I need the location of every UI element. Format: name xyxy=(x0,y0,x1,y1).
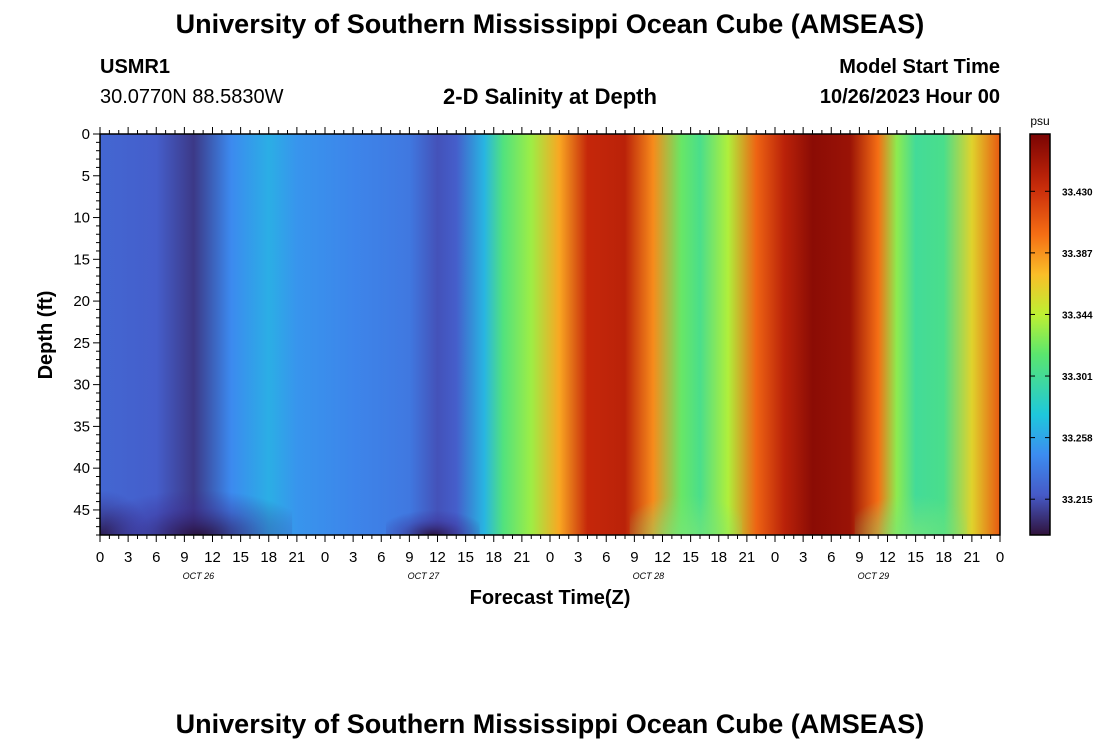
footer-title: University of Southern Mississippi Ocean… xyxy=(175,709,925,739)
plot-title: 2-D Salinity at Depth xyxy=(443,84,657,109)
y-tick-label: 45 xyxy=(73,502,90,519)
bottom-mixed-feature-2 xyxy=(854,468,968,535)
salinity-chart: 0 3 6 9 12 15 18 21 0 3 6 9 12 15 18 21 0 3 6 9 12 15 18 21 0 3 6 9… xyxy=(35,114,1093,609)
x-tick-label: 15 xyxy=(682,549,699,566)
x-tick-label: 21 xyxy=(964,549,981,566)
x-tick-label: 9 xyxy=(855,549,863,566)
colorbar-tick-label: 33.344 xyxy=(1062,310,1093,321)
plot-axes: 0 3 6 9 12 15 18 21 0 3 6 9 12 15 18 21 0 3 6 9 12 15 18 21 0 3 6 9… xyxy=(73,126,1004,581)
x-tick-label: 12 xyxy=(879,549,896,566)
colorbar-tick-label: 33.215 xyxy=(1062,495,1093,506)
x-tick-label: 15 xyxy=(907,549,924,566)
colorbar-tick-label: 33.430 xyxy=(1062,187,1093,198)
x-tick-label: 3 xyxy=(799,549,807,566)
x-tick-label: 9 xyxy=(405,549,413,566)
x-tick-label: 0 xyxy=(321,549,329,566)
x-tick-label: 18 xyxy=(935,549,952,566)
bottom-corner-fresh-feature xyxy=(100,484,157,535)
y-tick-label: 15 xyxy=(73,251,90,268)
page-title: University of Southern Mississippi Ocean… xyxy=(175,9,925,39)
y-tick-label: 10 xyxy=(73,210,90,227)
x-tick-label: 21 xyxy=(739,549,756,566)
day-label: OCT 26 xyxy=(183,571,215,581)
bottom-mixed-feature-1 xyxy=(629,468,743,535)
colorbar-tick-label: 33.387 xyxy=(1062,249,1093,260)
x-tick-label: 12 xyxy=(204,549,221,566)
station-coordinates: 30.0770N 88.5830W xyxy=(100,86,284,108)
colorbar: 33.215 33.258 33.301 33.344 33.387 33.430 xyxy=(1029,133,1093,536)
x-tick-label: 9 xyxy=(630,549,638,566)
station-id: USMR1 xyxy=(100,56,171,78)
colorbar-tick-label: 33.301 xyxy=(1062,372,1093,383)
y-tick-label: 20 xyxy=(73,293,90,310)
day-label: OCT 28 xyxy=(633,571,665,581)
x-tick-label: 3 xyxy=(124,549,132,566)
x-tick-label: 18 xyxy=(485,549,502,566)
x-tick-label: 3 xyxy=(349,549,357,566)
x-tick-label: 6 xyxy=(602,549,610,566)
model-start-value: 10/26/2023 Hour 00 xyxy=(819,86,1000,108)
colorbar-unit: psu xyxy=(1030,114,1049,128)
bottom-fresh-feature-2 xyxy=(385,493,480,535)
y-tick-label: 35 xyxy=(73,418,90,435)
x-axis-label: Forecast Time(Z) xyxy=(470,587,631,609)
y-tick-label: 0 xyxy=(82,126,90,143)
x-tick-label: 6 xyxy=(377,549,385,566)
x-tick-label: 21 xyxy=(289,549,306,566)
day-label: OCT 29 xyxy=(858,571,890,581)
y-tick-label: 5 xyxy=(82,168,90,185)
x-tick-label: 0 xyxy=(996,549,1004,566)
x-tick-label: 9 xyxy=(180,549,188,566)
x-tick-label: 15 xyxy=(232,549,249,566)
colorbar-tick-label: 33.258 xyxy=(1062,434,1093,445)
y-tick-label: 30 xyxy=(73,377,90,394)
model-start-label: Model Start Time xyxy=(839,56,1000,78)
heatmap xyxy=(100,134,1000,535)
x-tick-label: 12 xyxy=(429,549,446,566)
x-tick-label: 6 xyxy=(152,549,160,566)
y-tick-label: 40 xyxy=(73,460,90,477)
x-tick-label: 18 xyxy=(260,549,277,566)
day-label: OCT 27 xyxy=(408,571,441,581)
x-tick-label: 0 xyxy=(96,549,104,566)
x-tick-label: 0 xyxy=(546,549,554,566)
x-tick-label: 0 xyxy=(771,549,779,566)
colorbar-bar xyxy=(1029,133,1051,536)
y-axis-label: Depth (ft) xyxy=(35,291,57,380)
x-tick-label: 6 xyxy=(827,549,835,566)
x-tick-label: 12 xyxy=(654,549,671,566)
x-tick-label: 18 xyxy=(710,549,727,566)
x-tick-label: 21 xyxy=(514,549,531,566)
x-tick-label: 15 xyxy=(457,549,474,566)
y-tick-label: 25 xyxy=(73,335,90,352)
x-tick-label: 3 xyxy=(574,549,582,566)
